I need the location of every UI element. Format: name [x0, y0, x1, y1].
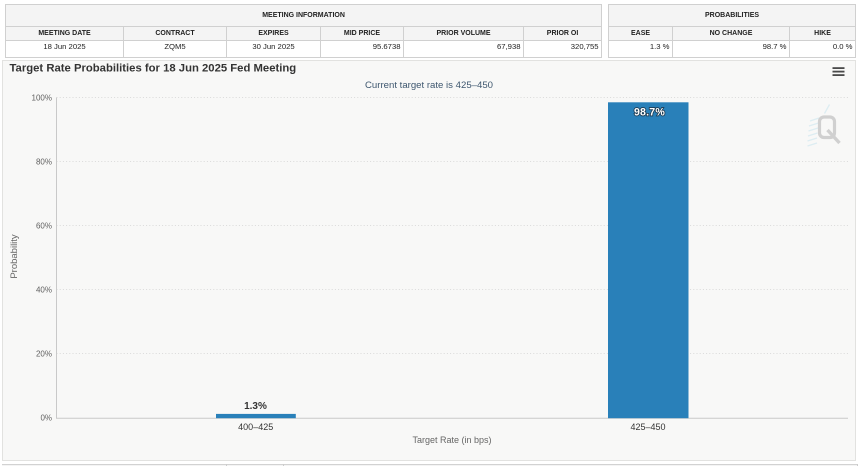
- svg-text:Probability: Probability: [9, 234, 20, 279]
- svg-text:Current target rate is 425–450: Current target rate is 425–450: [365, 80, 493, 91]
- svg-text:60%: 60%: [36, 222, 52, 231]
- svg-text:400–425: 400–425: [238, 422, 273, 432]
- svg-text:20%: 20%: [36, 350, 52, 359]
- svg-text:425–450: 425–450: [630, 422, 665, 432]
- svg-text:100%: 100%: [32, 94, 52, 103]
- svg-text:Target Rate Probabilities for: Target Rate Probabilities for 18 Jun 202…: [10, 63, 297, 75]
- svg-text:80%: 80%: [36, 158, 52, 167]
- svg-text:1.3%: 1.3%: [244, 401, 267, 412]
- svg-text:0%: 0%: [40, 414, 52, 423]
- svg-text:Target Rate (in bps): Target Rate (in bps): [412, 435, 491, 445]
- svg-text:98.7%: 98.7%: [634, 106, 665, 118]
- svg-text:40%: 40%: [36, 286, 52, 295]
